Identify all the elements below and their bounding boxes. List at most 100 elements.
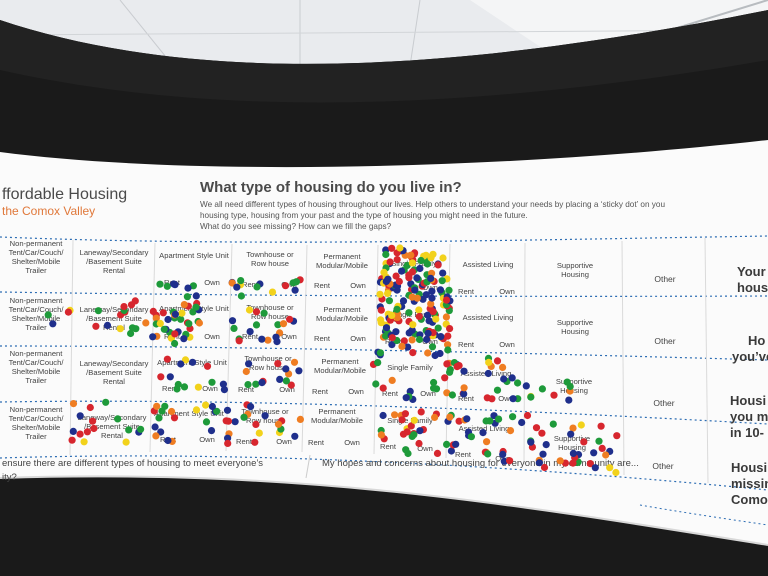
sticky-dot (416, 427, 424, 435)
sticky-dot (388, 341, 396, 349)
sticky-dot (49, 320, 57, 328)
sticky-dot (415, 439, 423, 448)
sticky-dot (500, 375, 508, 383)
sticky-dot (235, 337, 243, 345)
sticky-dot (542, 441, 550, 449)
sticky-dot (455, 362, 463, 370)
footer-right: My hopes and concerns about housing for … (322, 458, 639, 469)
sticky-dot (508, 413, 517, 421)
sticky-dot (388, 311, 396, 319)
sticky-dot (157, 373, 165, 381)
sticky-dot (94, 307, 102, 315)
r3-townhouse-1: Townhouse or (244, 354, 292, 363)
sticky-dot (424, 349, 432, 357)
sticky-dot (499, 363, 507, 371)
prompt-2-line-1: Ho (748, 333, 765, 348)
sticky-dot (404, 343, 412, 351)
intro-line-2: housing type, housing from your past and… (200, 211, 528, 220)
sticky-dot (282, 365, 290, 373)
sticky-dot (396, 244, 404, 252)
sticky-dot (591, 464, 599, 472)
sticky-dot (444, 341, 452, 349)
sticky-dot (455, 417, 463, 425)
footer-left-line-1: ensure there are different types of hous… (2, 458, 263, 469)
sticky-dot (44, 311, 52, 319)
sticky-dot (447, 447, 455, 455)
r4-nonperm-3: Shelter/Mobile (12, 423, 61, 432)
sticky-dot (274, 420, 283, 428)
sticky-dot (173, 385, 181, 393)
sticky-dot (245, 306, 254, 314)
sticky-dot (538, 429, 546, 437)
r3-single-rent: Rent (382, 389, 399, 398)
sticky-dot (219, 380, 227, 388)
sticky-dot (467, 433, 475, 441)
sticky-dot (102, 398, 110, 406)
sticky-dot (202, 418, 211, 426)
col-other-label: Other (654, 274, 675, 284)
sticky-dot (92, 322, 100, 330)
col-modular-rent: Rent (314, 281, 331, 290)
col-townhouse-own: Own (281, 280, 297, 289)
sticky-dot (268, 288, 277, 296)
r3-modular-own: Own (348, 387, 364, 396)
r4-apartment-own: Own (199, 435, 215, 444)
col-supportive-label-1: Supportive (557, 261, 593, 270)
sticky-dot (194, 383, 202, 391)
sticky-dot (80, 438, 88, 446)
sticky-dot (189, 358, 197, 366)
col-apartment-label: Apartment Style Unit (159, 251, 230, 260)
sticky-dot (207, 427, 216, 435)
sticky-dot (598, 444, 606, 452)
r4-nonperm-1: Non-permanent (10, 405, 64, 414)
sticky-dot (379, 411, 387, 420)
sticky-dot (569, 449, 578, 457)
sticky-dot (83, 428, 91, 436)
r3-assisted-rent: Rent (458, 394, 475, 403)
sticky-dot (164, 436, 172, 445)
sticky-dot (436, 286, 445, 294)
sticky-dot (142, 319, 150, 327)
sticky-dot (164, 315, 172, 324)
sticky-dot (393, 313, 402, 321)
r3-nonperm-4: Trailer (25, 376, 47, 385)
r4-nonperm-4: Trailer (25, 432, 47, 441)
r3-laneway-2: /Basement Suite (86, 368, 142, 377)
sticky-dot (427, 274, 435, 282)
r3-supportive-2: Housing (560, 386, 588, 395)
col-nonperm-label-3: Shelter/Mobile (12, 257, 61, 266)
sticky-dot (137, 425, 145, 433)
sticky-dot (242, 367, 250, 376)
sticky-dot (170, 280, 178, 288)
r2-modular-1: Permanent (323, 305, 361, 314)
r2-supportive-2: Housing (561, 327, 589, 336)
sticky-dot (376, 349, 384, 357)
sticky-dot (398, 342, 406, 350)
sticky-dot (482, 417, 490, 425)
grid (0, 235, 768, 491)
sticky-dot (251, 438, 259, 446)
sticky-dot (479, 429, 487, 437)
sticky-dot (415, 335, 424, 344)
r4-townhouse-rent: Rent (236, 437, 253, 446)
sticky-dot (252, 380, 260, 388)
sticky-dots (44, 244, 621, 477)
sticky-dot (416, 264, 424, 273)
r3-townhouse-2: Row house (249, 363, 287, 372)
column-headers: Non-permanent Tent/Car/Couch/ Shelter/Mo… (9, 239, 676, 296)
sticky-dot (384, 275, 392, 283)
sticky-dot (452, 440, 460, 448)
sticky-dot (429, 250, 437, 258)
brand-subtitle: the Comox Valley (2, 204, 95, 218)
sticky-dot (493, 386, 502, 394)
sticky-dot (395, 277, 403, 286)
r3-townhouse-own: Own (279, 385, 295, 394)
sticky-dot (556, 457, 564, 465)
sticky-dot (253, 283, 261, 291)
sticky-dot (432, 315, 440, 323)
sticky-dot (377, 431, 385, 439)
sticky-dot (438, 277, 446, 285)
sticky-dot (224, 439, 232, 447)
sticky-dot (393, 256, 401, 264)
r2-modular-rent: Rent (314, 334, 331, 343)
